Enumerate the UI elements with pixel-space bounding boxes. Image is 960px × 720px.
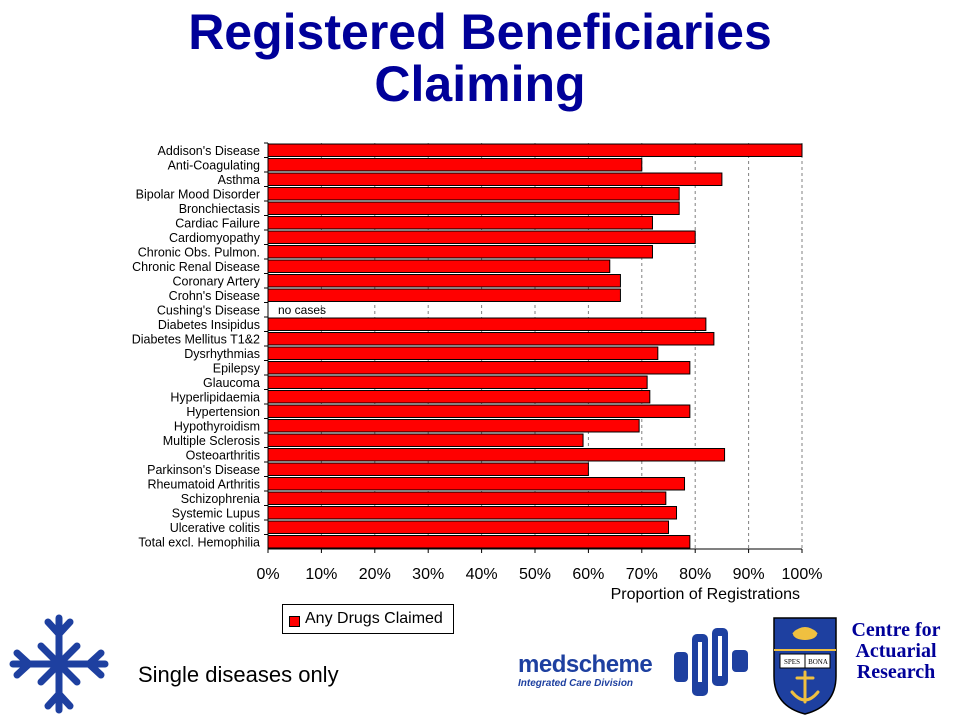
x-tick-label: 0%	[256, 566, 279, 583]
category-label: Crohn's Disease	[169, 289, 260, 303]
x-tick-label: 50%	[519, 566, 551, 583]
bar	[267, 143, 803, 157]
medscheme-name: medscheme	[518, 651, 653, 678]
bar	[267, 201, 680, 215]
category-label: Asthma	[218, 173, 260, 187]
bar	[267, 187, 680, 201]
category-label: Rheumatoid Arthritis	[147, 477, 260, 491]
bar	[267, 448, 726, 462]
legend-swatch	[289, 616, 300, 627]
bar	[267, 520, 669, 534]
x-tick-label: 80%	[679, 566, 711, 583]
category-label: Cardiomyopathy	[169, 231, 261, 245]
category-label: Chronic Obs. Pulmon.	[138, 245, 260, 259]
x-tick-label: 100%	[782, 566, 823, 583]
category-label: Bipolar Mood Disorder	[136, 187, 260, 201]
category-label: Hypothyroidism	[174, 419, 260, 433]
bar	[267, 216, 653, 230]
category-label: Chronic Renal Disease	[132, 260, 260, 274]
bar	[267, 390, 651, 404]
category-label: Osteoarthritis	[186, 448, 260, 462]
x-tick-label: 40%	[466, 566, 498, 583]
bar	[267, 346, 659, 360]
category-label: Coronary Artery	[172, 274, 260, 288]
x-tick-label: 20%	[359, 566, 391, 583]
category-label: Diabetes Insipidus	[158, 318, 260, 332]
bar	[267, 317, 707, 331]
x-tick-label: 10%	[305, 566, 337, 583]
bar	[267, 230, 696, 244]
bar	[267, 462, 589, 476]
no-cases-label: no cases	[278, 303, 326, 317]
category-label: Parkinson's Disease	[147, 463, 260, 477]
x-tick-label: 90%	[733, 566, 765, 583]
x-axis-title: Proportion of Registrations	[611, 586, 800, 603]
cfar-line-2: Actuarial	[855, 640, 937, 662]
cfar-logo-text: Centre for Actuarial Research	[838, 620, 954, 683]
x-tick-label: 60%	[572, 566, 604, 583]
university-shield-icon: SPES BONA	[773, 617, 837, 715]
bar	[267, 172, 723, 186]
category-label: Epilepsy	[213, 361, 261, 375]
title-line-1: Registered Beneficiaries	[188, 4, 772, 60]
bar	[267, 477, 686, 491]
bar	[267, 433, 584, 447]
bar	[267, 274, 621, 288]
bar	[267, 332, 715, 346]
medscheme-division: Integrated Care Division	[518, 678, 634, 689]
category-label: Total excl. Hemophilia	[138, 535, 260, 549]
medscheme-logo: medscheme Integrated Care Division	[518, 651, 653, 690]
category-label: Diabetes Mellitus T1&2	[132, 332, 260, 346]
category-label: Schizophrenia	[181, 492, 260, 506]
chart-legend: Any Drugs Claimed	[282, 604, 454, 634]
bar	[267, 375, 648, 389]
cfar-line-1: Centre for	[851, 619, 941, 641]
bar	[267, 404, 691, 418]
cfar-line-3: Research	[856, 661, 936, 683]
shield-text-left: SPES	[784, 658, 800, 666]
category-label: Systemic Lupus	[172, 506, 260, 520]
category-label: Dysrhythmias	[184, 347, 260, 361]
category-label: Ulcerative colitis	[170, 521, 260, 535]
x-tick-label: 70%	[626, 566, 658, 583]
legend-label: Any Drugs Claimed	[305, 610, 443, 627]
x-tick-label: 30%	[412, 566, 444, 583]
title-line-2: Claiming	[374, 56, 586, 112]
category-label: Anti-Coagulating	[168, 158, 260, 172]
shield-text-right: BONA	[808, 658, 828, 666]
cross-logo-icon	[9, 614, 109, 714]
bar	[267, 419, 640, 433]
category-label: Hyperlipidaemia	[170, 390, 260, 404]
bar	[267, 491, 667, 505]
category-label: Addison's Disease	[158, 144, 260, 158]
page-title: Registered Beneficiaries Claiming	[0, 6, 960, 110]
category-label: Multiple Sclerosis	[163, 434, 260, 448]
category-label: Cushing's Disease	[157, 303, 260, 317]
bar	[267, 361, 691, 375]
category-label: Hypertension	[186, 405, 260, 419]
category-label: Bronchiectasis	[179, 202, 260, 216]
category-label: Glaucoma	[203, 376, 260, 390]
category-label: Cardiac Failure	[175, 216, 260, 230]
bar	[267, 506, 678, 520]
bar	[267, 259, 611, 273]
medscheme-symbol-icon	[674, 628, 748, 696]
bar	[267, 535, 691, 549]
footnote: Single diseases only	[138, 662, 339, 687]
bar	[267, 288, 621, 302]
bar	[267, 158, 643, 172]
bar	[267, 245, 653, 259]
